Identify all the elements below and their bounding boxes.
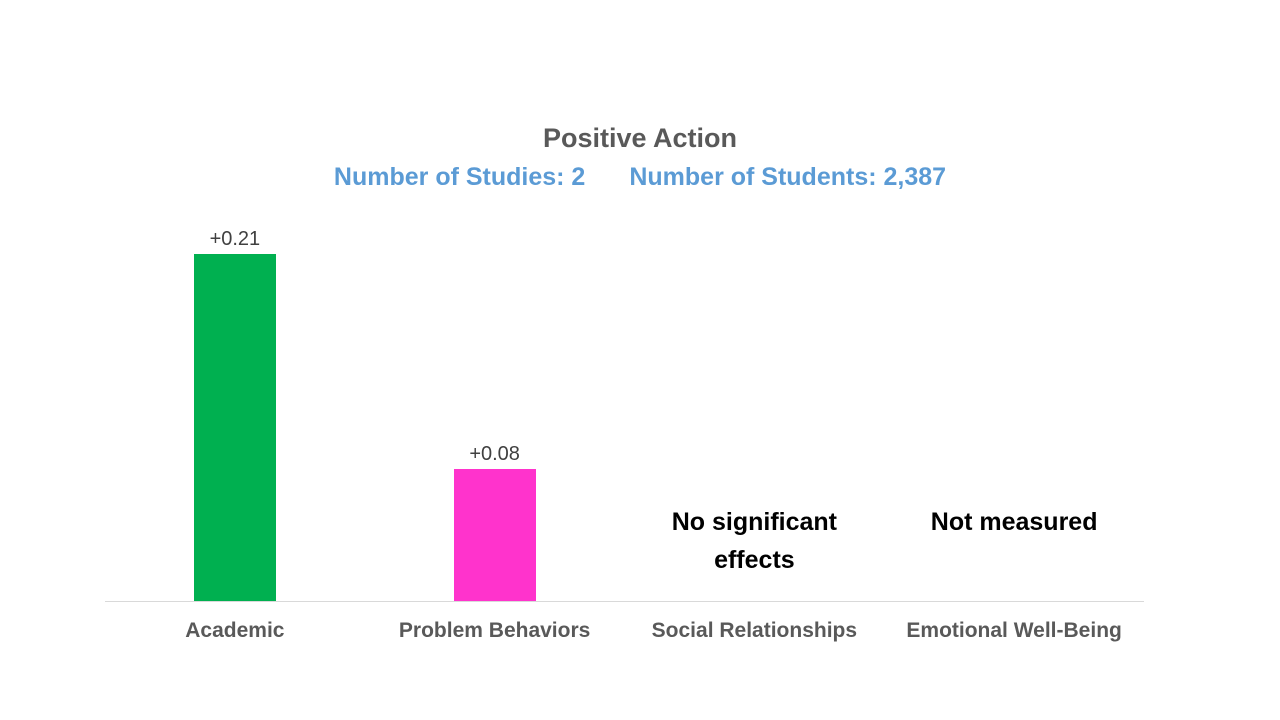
column-social-relationships: No significant effects [625, 220, 885, 602]
chart-title: Positive Action [542, 123, 738, 153]
chart-subtitle: Number of Studies: 2 Number of Students: … [0, 162, 1280, 192]
category-label-problem-behaviors: Problem Behaviors [398, 619, 591, 642]
bar-stack-problem-behaviors: +0.08 [365, 443, 625, 601]
bar-stack-academic: +0.21 [105, 228, 365, 601]
category-label-social-relationships: Social Relationships [651, 619, 858, 642]
subtitle-students-count: Number of Students: 2,387 [629, 163, 947, 191]
x-axis-line [105, 601, 1144, 602]
subtitle-studies-count: Number of Studies: 2 [333, 163, 586, 191]
annotation-social-relationships: No significant effects [671, 508, 838, 574]
category-axis-labels: Academic Problem Behaviors Social Relati… [105, 616, 1144, 646]
plot-area: +0.21 +0.08 No significant effects [105, 220, 1144, 602]
category-label-emotional-well-being: Emotional Well-Being [906, 619, 1122, 642]
column-emotional-well-being: Not measured [884, 220, 1144, 602]
bar-academic [193, 254, 276, 601]
bar-problem-behaviors [453, 469, 536, 601]
data-label-academic: +0.21 [209, 228, 261, 250]
data-label-problem-behaviors: +0.08 [469, 443, 520, 465]
column-problem-behaviors: +0.08 [365, 220, 625, 602]
annotation-emotional-well-being: Not measured [930, 508, 1098, 536]
category-label-academic: Academic [185, 619, 285, 642]
column-academic: +0.21 [105, 220, 365, 602]
bar-columns: +0.21 +0.08 No significant effects [105, 220, 1144, 602]
